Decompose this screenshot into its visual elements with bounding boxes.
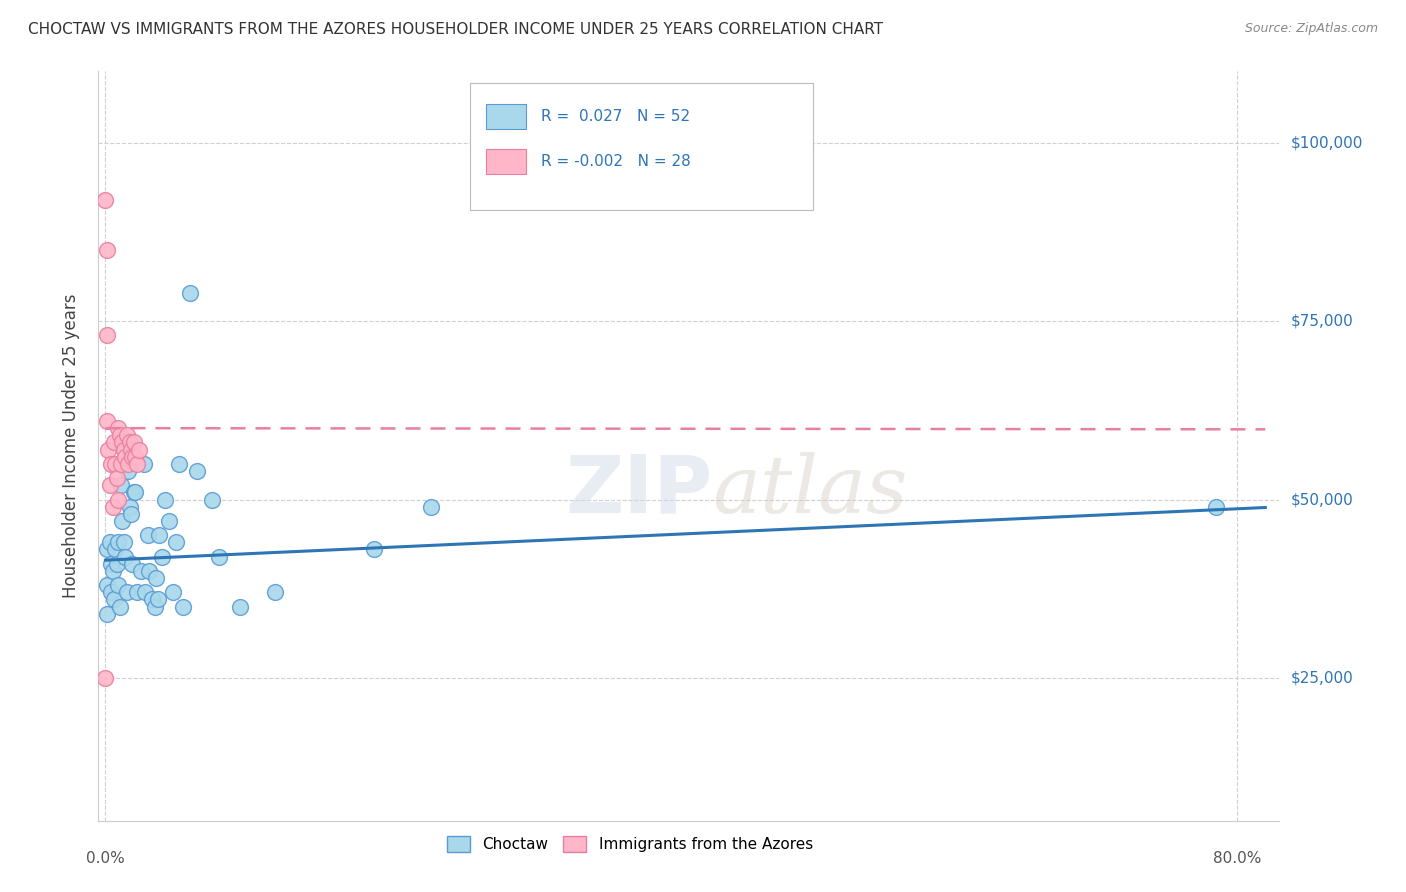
Point: [125, 457, 148, 471]
Point: [96, 578, 118, 592]
Point: [132, 457, 155, 471]
Point: [136, 528, 159, 542]
Point: [94, 671, 117, 685]
Text: R =  0.027   N = 52: R = 0.027 N = 52: [541, 109, 690, 124]
Text: CHOCTAW VS IMMIGRANTS FROM THE AZORES HOUSEHOLDER INCOME UNDER 25 YEARS CORRELAT: CHOCTAW VS IMMIGRANTS FROM THE AZORES HO…: [28, 22, 883, 37]
Point: [107, 421, 129, 435]
Point: [118, 500, 141, 514]
Point: [107, 492, 129, 507]
Point: [167, 457, 190, 471]
Point: [96, 607, 118, 621]
Point: [128, 442, 150, 457]
Point: [114, 549, 136, 564]
Point: [264, 585, 287, 599]
Point: [153, 492, 176, 507]
Point: [115, 428, 138, 442]
Point: [125, 585, 148, 599]
Point: [100, 457, 122, 471]
Point: [148, 528, 170, 542]
Point: [107, 578, 129, 592]
Point: [105, 557, 128, 571]
Point: [98, 478, 121, 492]
Text: Source: ZipAtlas.com: Source: ZipAtlas.com: [1244, 22, 1378, 36]
Point: [124, 485, 146, 500]
Point: [104, 457, 127, 471]
Point: [96, 542, 118, 557]
Text: R = -0.002   N = 28: R = -0.002 N = 28: [541, 153, 692, 169]
Point: [103, 592, 125, 607]
Point: [143, 599, 166, 614]
Point: [157, 514, 180, 528]
Point: [117, 464, 139, 478]
Point: [129, 564, 152, 578]
Point: [162, 585, 184, 599]
Text: $25,000: $25,000: [1291, 671, 1354, 685]
Point: [110, 457, 132, 471]
Point: [121, 557, 143, 571]
Text: ZIP: ZIP: [565, 452, 713, 530]
Point: [108, 428, 131, 442]
Point: [112, 535, 135, 549]
Y-axis label: Householder Income Under 25 years: Householder Income Under 25 years: [62, 293, 80, 599]
Point: [363, 542, 385, 557]
Point: [117, 457, 139, 471]
Point: [94, 193, 117, 207]
Point: [179, 285, 201, 300]
Point: [122, 435, 145, 450]
Point: [104, 542, 127, 557]
Point: [419, 500, 441, 514]
Point: [200, 492, 222, 507]
FancyBboxPatch shape: [486, 103, 526, 129]
Point: [120, 507, 142, 521]
FancyBboxPatch shape: [486, 149, 526, 174]
Point: [101, 500, 124, 514]
Point: [114, 450, 136, 464]
Point: [138, 564, 160, 578]
Point: [111, 514, 134, 528]
Point: [121, 450, 143, 464]
Text: $100,000: $100,000: [1291, 136, 1362, 150]
Point: [122, 485, 145, 500]
Text: 80.0%: 80.0%: [1213, 851, 1261, 866]
Point: [111, 435, 134, 450]
Text: $75,000: $75,000: [1291, 314, 1354, 328]
Point: [112, 442, 135, 457]
Point: [115, 585, 138, 599]
Legend: Choctaw, Immigrants from the Azores: Choctaw, Immigrants from the Azores: [441, 830, 818, 858]
Point: [118, 435, 141, 450]
Point: [124, 450, 146, 464]
Point: [172, 599, 194, 614]
FancyBboxPatch shape: [471, 83, 813, 210]
Point: [150, 549, 173, 564]
Point: [145, 571, 167, 585]
Point: [1205, 500, 1227, 514]
Point: [96, 243, 118, 257]
Point: [107, 535, 129, 549]
Point: [96, 328, 118, 343]
Point: [98, 535, 121, 549]
Point: [186, 464, 208, 478]
Text: $50,000: $50,000: [1291, 492, 1354, 507]
Point: [111, 457, 134, 471]
Point: [97, 442, 120, 457]
Point: [208, 549, 231, 564]
Point: [141, 592, 163, 607]
Text: 0.0%: 0.0%: [86, 851, 125, 866]
Point: [101, 564, 124, 578]
Point: [229, 599, 252, 614]
Text: atlas: atlas: [713, 452, 908, 530]
Point: [134, 585, 156, 599]
Point: [105, 471, 128, 485]
Point: [100, 585, 122, 599]
Point: [110, 478, 132, 492]
Point: [103, 435, 125, 450]
Point: [100, 557, 122, 571]
Point: [96, 414, 118, 428]
Point: [120, 442, 142, 457]
Point: [165, 535, 187, 549]
Point: [108, 599, 131, 614]
Point: [146, 592, 169, 607]
